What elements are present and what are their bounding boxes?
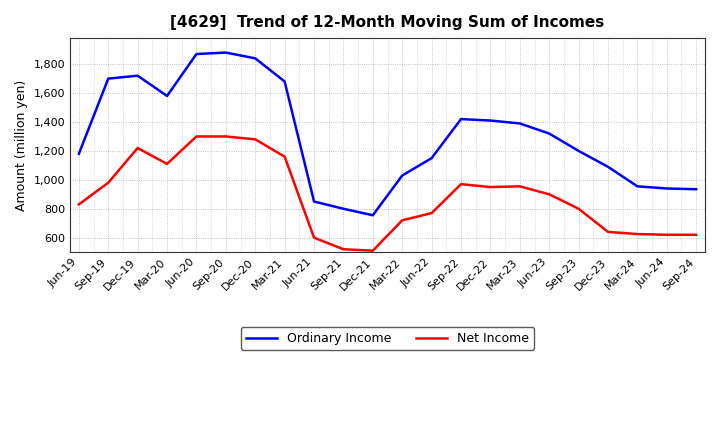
Ordinary Income	[633, 183, 642, 189]
Ordinary Income	[398, 173, 407, 178]
Ordinary Income	[662, 186, 671, 191]
Ordinary Income	[369, 213, 377, 218]
Line: Ordinary Income: Ordinary Income	[79, 52, 696, 215]
Net Income	[398, 218, 407, 223]
Ordinary Income	[222, 50, 230, 55]
Net Income	[427, 210, 436, 216]
Net Income	[310, 235, 318, 240]
Ordinary Income	[486, 118, 495, 123]
Net Income	[192, 134, 201, 139]
Ordinary Income	[339, 206, 348, 211]
Ordinary Income	[603, 164, 612, 169]
Net Income	[104, 180, 112, 185]
Net Income	[662, 232, 671, 238]
Net Income	[222, 134, 230, 139]
Net Income	[603, 229, 612, 235]
Ordinary Income	[75, 151, 84, 157]
Y-axis label: Amount (million yen): Amount (million yen)	[15, 80, 28, 211]
Net Income	[575, 206, 583, 211]
Net Income	[280, 154, 289, 159]
Net Income	[486, 184, 495, 190]
Net Income	[251, 137, 259, 142]
Ordinary Income	[516, 121, 524, 126]
Net Income	[369, 248, 377, 253]
Title: [4629]  Trend of 12-Month Moving Sum of Incomes: [4629] Trend of 12-Month Moving Sum of I…	[171, 15, 605, 30]
Ordinary Income	[251, 56, 259, 61]
Net Income	[133, 145, 142, 150]
Ordinary Income	[133, 73, 142, 78]
Net Income	[456, 182, 465, 187]
Ordinary Income	[163, 93, 171, 99]
Ordinary Income	[310, 199, 318, 204]
Ordinary Income	[692, 187, 701, 192]
Ordinary Income	[456, 117, 465, 122]
Net Income	[163, 161, 171, 167]
Ordinary Income	[575, 148, 583, 154]
Ordinary Income	[104, 76, 112, 81]
Line: Net Income: Net Income	[79, 136, 696, 251]
Ordinary Income	[545, 131, 554, 136]
Net Income	[692, 232, 701, 238]
Net Income	[75, 202, 84, 207]
Net Income	[633, 231, 642, 237]
Legend: Ordinary Income, Net Income: Ordinary Income, Net Income	[240, 327, 534, 350]
Net Income	[545, 192, 554, 197]
Net Income	[516, 183, 524, 189]
Net Income	[339, 246, 348, 252]
Ordinary Income	[192, 51, 201, 57]
Ordinary Income	[280, 79, 289, 84]
Ordinary Income	[427, 155, 436, 161]
